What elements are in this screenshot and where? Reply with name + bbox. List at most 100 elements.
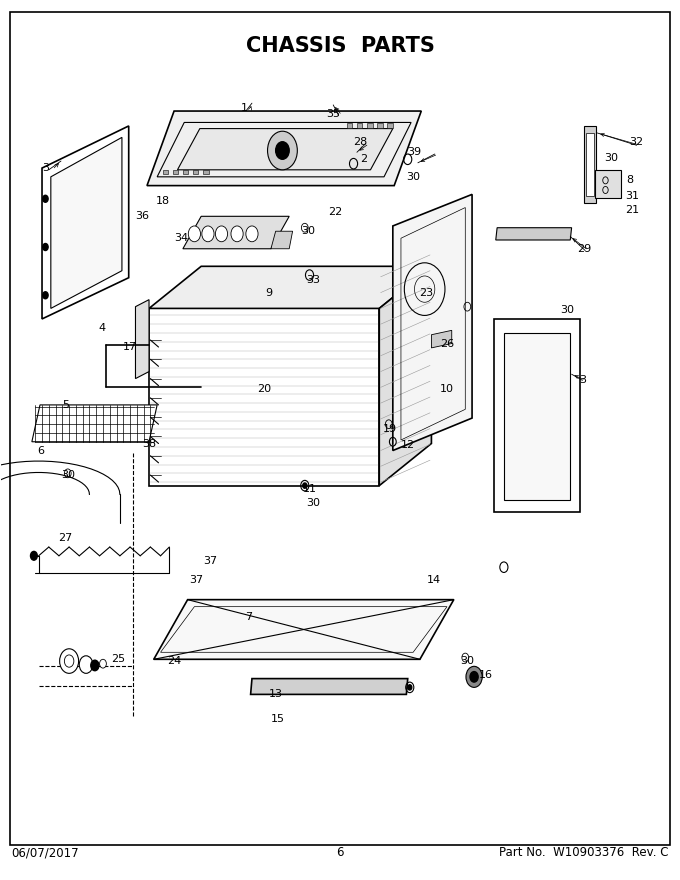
Circle shape — [60, 649, 79, 673]
Circle shape — [408, 685, 412, 690]
Text: 21: 21 — [626, 205, 640, 216]
Circle shape — [43, 244, 48, 251]
Text: 16: 16 — [479, 670, 492, 680]
Text: 18: 18 — [156, 196, 169, 207]
Text: 2: 2 — [360, 154, 367, 165]
Text: 30: 30 — [306, 498, 320, 508]
Polygon shape — [183, 170, 188, 174]
Text: 36: 36 — [135, 211, 149, 221]
Polygon shape — [584, 126, 596, 203]
Text: 3: 3 — [579, 376, 586, 385]
Polygon shape — [51, 137, 122, 308]
Polygon shape — [163, 170, 168, 174]
Text: 39: 39 — [407, 147, 422, 158]
Text: 20: 20 — [257, 385, 271, 394]
Text: 17: 17 — [123, 342, 137, 352]
Text: 32: 32 — [630, 136, 644, 147]
Text: 4: 4 — [98, 323, 105, 333]
Text: 6: 6 — [37, 445, 44, 456]
Text: 37: 37 — [189, 576, 203, 585]
Circle shape — [188, 226, 201, 242]
Text: 38: 38 — [142, 438, 156, 449]
Polygon shape — [147, 111, 422, 186]
Polygon shape — [154, 599, 454, 659]
Polygon shape — [173, 170, 178, 174]
Polygon shape — [494, 319, 581, 512]
Circle shape — [80, 656, 92, 673]
Text: 28: 28 — [353, 136, 367, 147]
Text: 6: 6 — [336, 847, 344, 859]
Polygon shape — [177, 128, 393, 170]
Circle shape — [99, 659, 106, 668]
Polygon shape — [393, 194, 472, 451]
Text: 9: 9 — [265, 288, 273, 297]
Text: 30: 30 — [61, 470, 75, 480]
Polygon shape — [251, 678, 408, 694]
Text: 3: 3 — [42, 163, 49, 173]
Text: CHASSIS  PARTS: CHASSIS PARTS — [245, 36, 435, 56]
Text: 26: 26 — [440, 339, 454, 348]
Circle shape — [470, 671, 478, 682]
Polygon shape — [367, 123, 373, 128]
Text: 10: 10 — [440, 385, 454, 394]
Circle shape — [43, 195, 48, 202]
Text: 12: 12 — [401, 440, 415, 451]
Circle shape — [91, 660, 99, 671]
Text: 24: 24 — [167, 656, 181, 666]
Polygon shape — [149, 267, 431, 308]
Text: 34: 34 — [174, 233, 188, 243]
Circle shape — [275, 142, 289, 159]
Text: 8: 8 — [626, 175, 633, 186]
Text: 31: 31 — [626, 191, 640, 202]
Circle shape — [31, 552, 37, 561]
Polygon shape — [42, 126, 129, 319]
Text: 30: 30 — [301, 226, 315, 236]
Polygon shape — [388, 123, 393, 128]
Text: 37: 37 — [203, 556, 217, 566]
Polygon shape — [586, 133, 594, 196]
Text: 33: 33 — [306, 275, 320, 285]
Text: 27: 27 — [58, 533, 73, 543]
Polygon shape — [149, 308, 379, 486]
Circle shape — [202, 226, 214, 242]
Text: 5: 5 — [63, 400, 69, 410]
Text: Part No.  W10903376  Rev. C: Part No. W10903376 Rev. C — [499, 847, 668, 859]
Circle shape — [43, 292, 48, 299]
Text: 30: 30 — [560, 305, 574, 315]
Text: 29: 29 — [577, 244, 591, 253]
Text: 14: 14 — [426, 576, 441, 585]
Polygon shape — [271, 231, 292, 249]
Polygon shape — [357, 123, 362, 128]
Polygon shape — [496, 228, 572, 240]
Polygon shape — [379, 267, 431, 486]
Polygon shape — [193, 170, 199, 174]
Text: 11: 11 — [303, 484, 316, 495]
Text: 7: 7 — [245, 612, 252, 622]
Circle shape — [303, 483, 307, 488]
Polygon shape — [504, 333, 571, 500]
Circle shape — [246, 226, 258, 242]
Polygon shape — [183, 216, 289, 249]
Polygon shape — [594, 170, 621, 198]
Circle shape — [466, 666, 482, 687]
Text: 06/07/2017: 06/07/2017 — [12, 847, 79, 859]
Text: 1: 1 — [240, 104, 248, 114]
Polygon shape — [431, 330, 452, 348]
Circle shape — [216, 226, 228, 242]
Text: 25: 25 — [111, 655, 125, 664]
Text: 30: 30 — [604, 152, 618, 163]
Text: 30: 30 — [406, 172, 420, 182]
Text: 35: 35 — [326, 108, 340, 119]
Text: 19: 19 — [382, 424, 396, 435]
Text: 15: 15 — [271, 714, 285, 724]
Polygon shape — [347, 123, 352, 128]
Polygon shape — [135, 300, 149, 378]
Polygon shape — [32, 405, 157, 442]
Polygon shape — [377, 123, 383, 128]
Circle shape — [267, 131, 297, 170]
Circle shape — [231, 226, 243, 242]
Text: 13: 13 — [269, 689, 283, 700]
Text: 30: 30 — [460, 656, 475, 666]
Text: 22: 22 — [328, 207, 343, 217]
Text: 23: 23 — [420, 288, 434, 297]
